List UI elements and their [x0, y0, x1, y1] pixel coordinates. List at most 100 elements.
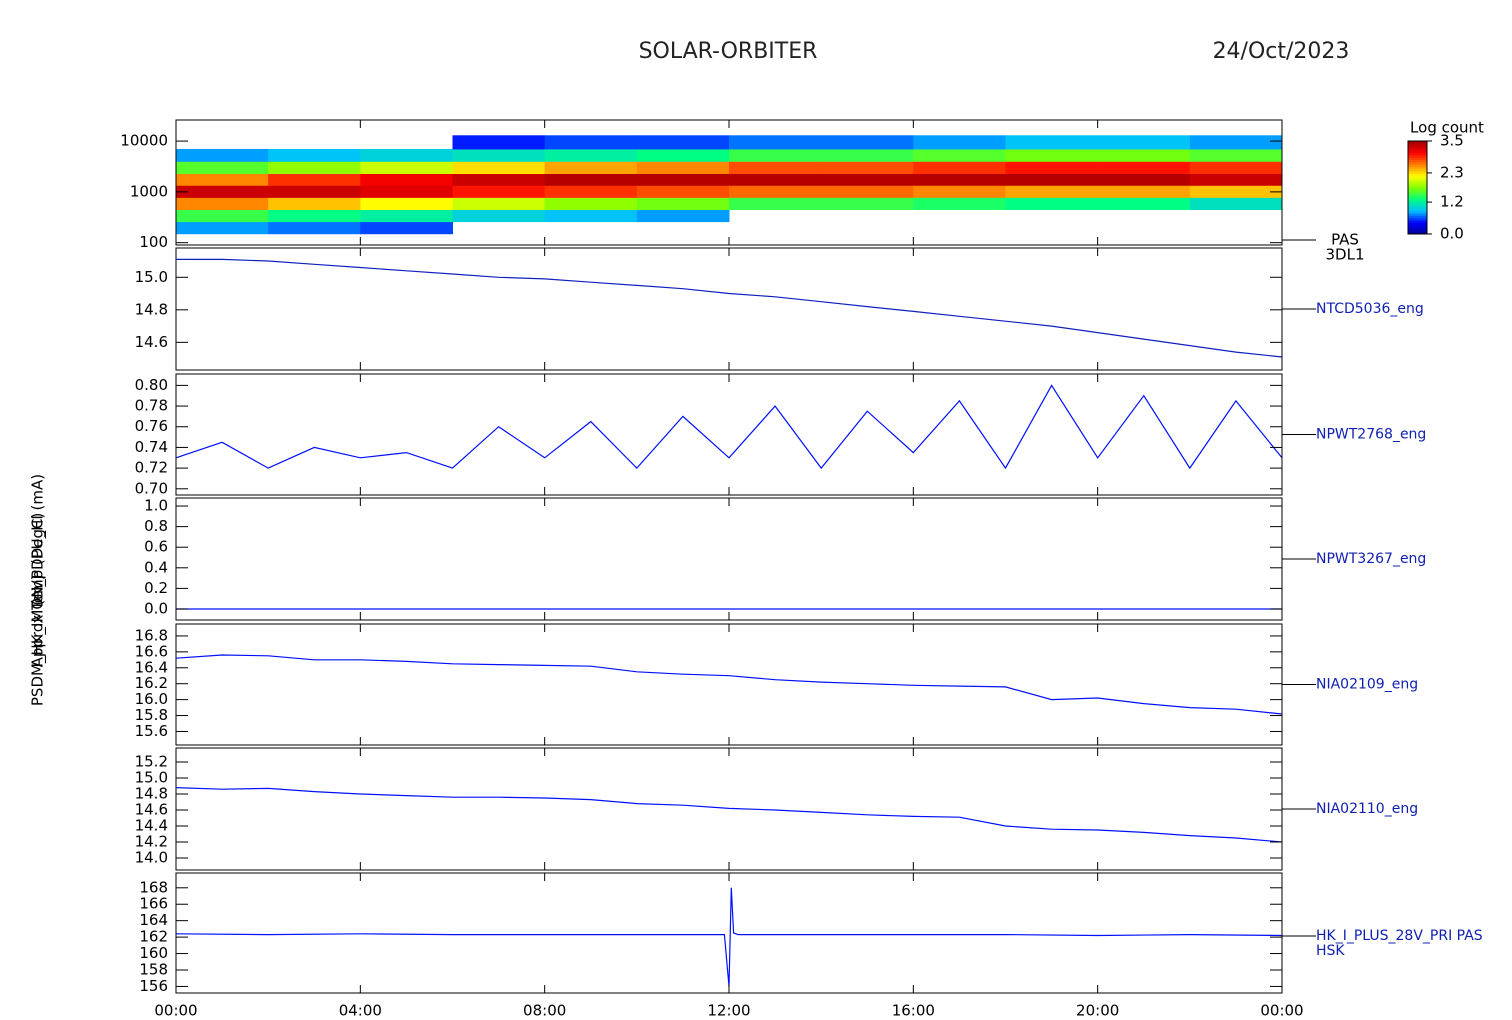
heatmap-cell — [544, 209, 638, 223]
panel-label: NTCD5036_eng — [1316, 301, 1424, 317]
heatmap-cell — [1005, 148, 1099, 162]
x-tick-label: 00:00 — [1260, 1002, 1303, 1020]
heatmap-cell — [268, 209, 361, 223]
y-tick-label: 16.4 — [135, 658, 168, 676]
colorbar-segment — [1408, 147, 1427, 151]
y-tick-label: 1000 — [130, 182, 168, 200]
heatmap-cell — [729, 161, 822, 175]
colorbar-segment — [1408, 182, 1427, 186]
heatmap-cell — [360, 161, 453, 175]
y-tick-label: 16.0 — [135, 690, 168, 708]
y-tick-label: 15.0 — [135, 268, 168, 286]
heatmap-cell — [729, 197, 822, 210]
heatmap-cell — [268, 173, 361, 186]
colorbar-segment — [1408, 157, 1427, 161]
colorbar-tick-label: 0.0 — [1440, 225, 1464, 243]
heatmap-cell — [268, 148, 361, 162]
heatmap-cell — [268, 197, 361, 210]
heatmap-cell — [913, 197, 1006, 210]
panel-frame — [175, 373, 1283, 496]
y-tick-label: 0.2 — [144, 579, 168, 597]
panel-label: PAS — [1331, 231, 1359, 249]
heatmap-cell — [360, 221, 453, 235]
heatmap-cell — [176, 185, 269, 198]
heatmap-cell — [821, 173, 914, 186]
colorbar-segment — [1408, 222, 1427, 226]
heatmap-cell — [360, 148, 453, 162]
y-tick-label: 14.4 — [135, 817, 168, 835]
heatmap-cell — [268, 185, 361, 198]
heatmap-cell — [176, 173, 269, 186]
heatmap-cell — [729, 185, 822, 198]
x-tick-label: 00:00 — [154, 1002, 197, 1020]
heatmap-cell — [544, 161, 638, 175]
y-axis-label: PSDM_HK_IMON_PDPU_HI (mA) — [29, 474, 48, 706]
heatmap-cell — [636, 161, 730, 175]
heatmap-cell — [1005, 197, 1099, 210]
colorbar-segment — [1408, 220, 1427, 223]
colorbar-segment — [1408, 171, 1427, 175]
colorbar-segment — [1408, 196, 1427, 200]
colorbar-tick-label: 3.5 — [1440, 132, 1464, 150]
y-axis-label: Approx Temp (DegC) — [29, 513, 47, 668]
heatmap-cell — [636, 197, 730, 210]
heatmap-cell — [176, 221, 269, 235]
panel-label: NIA02110_eng — [1316, 801, 1418, 817]
x-tick-label: 16:00 — [892, 1002, 935, 1020]
panel-label: NPWT3267_eng — [1316, 551, 1426, 567]
heatmap-cell — [1189, 185, 1283, 198]
y-tick-label: 1.0 — [144, 497, 168, 515]
colorbar-segment — [1408, 164, 1427, 168]
heatmap-cell — [1189, 161, 1283, 175]
heatmap-cell — [1189, 148, 1283, 162]
heatmap-cell — [360, 197, 453, 210]
y-tick-label: 100 — [139, 233, 168, 251]
heatmap-cell — [176, 209, 269, 223]
heatmap-cell — [1189, 135, 1283, 150]
y-tick-label: 16.2 — [135, 674, 168, 692]
data-line — [175, 787, 1283, 843]
colorbar-segment — [1408, 145, 1427, 149]
panel-label: 3DL1 — [1326, 246, 1365, 264]
heatmap-cell — [821, 197, 914, 210]
colorbar-segment — [1408, 229, 1427, 233]
data-line — [175, 384, 1283, 470]
y-tick-label: 14.8 — [135, 300, 168, 318]
data-line — [175, 887, 1283, 987]
y-tick-label: 14.8 — [135, 785, 168, 803]
y-tick-label: 14.6 — [135, 801, 168, 819]
y-tick-label: 0.78 — [135, 397, 168, 415]
heatmap-cell — [1097, 135, 1191, 150]
colorbar-segment — [1408, 161, 1427, 165]
y-tick-label: 0.70 — [135, 479, 168, 497]
heatmap-cell — [729, 135, 822, 150]
x-tick-label: 12:00 — [707, 1002, 750, 1020]
y-tick-label: 0.8 — [144, 517, 168, 535]
panel-label: NPWT2768_eng — [1316, 427, 1426, 443]
data-line — [175, 654, 1283, 715]
colorbar-segment — [1408, 194, 1427, 198]
heatmap-cell — [913, 135, 1006, 150]
colorbar-segment — [1408, 206, 1427, 209]
heatmap-cell — [913, 185, 1006, 198]
y-tick-label: 15.0 — [135, 769, 168, 787]
heatmap-cell — [1005, 161, 1099, 175]
y-tick-label: 0.76 — [135, 417, 168, 435]
heatmap-cell — [636, 173, 730, 186]
heatmap-cell — [544, 197, 638, 210]
heatmap-cell — [729, 173, 822, 186]
heatmap-cell — [1097, 161, 1191, 175]
colorbar-segment — [1408, 217, 1427, 221]
panel-label: NIA02109_eng — [1316, 677, 1418, 693]
y-tick-label: 0.74 — [135, 438, 168, 456]
heatmap-cell — [821, 185, 914, 198]
heatmap-cell — [360, 185, 453, 198]
y-tick-label: 16.6 — [135, 642, 168, 660]
heatmap-cell — [452, 135, 546, 150]
heatmap-cell — [913, 148, 1006, 162]
data-line — [176, 258, 1283, 358]
y-axis-label: (eV) — [29, 574, 47, 605]
heatmap-cell — [1189, 197, 1283, 210]
panel-label: HSK — [1316, 943, 1345, 959]
